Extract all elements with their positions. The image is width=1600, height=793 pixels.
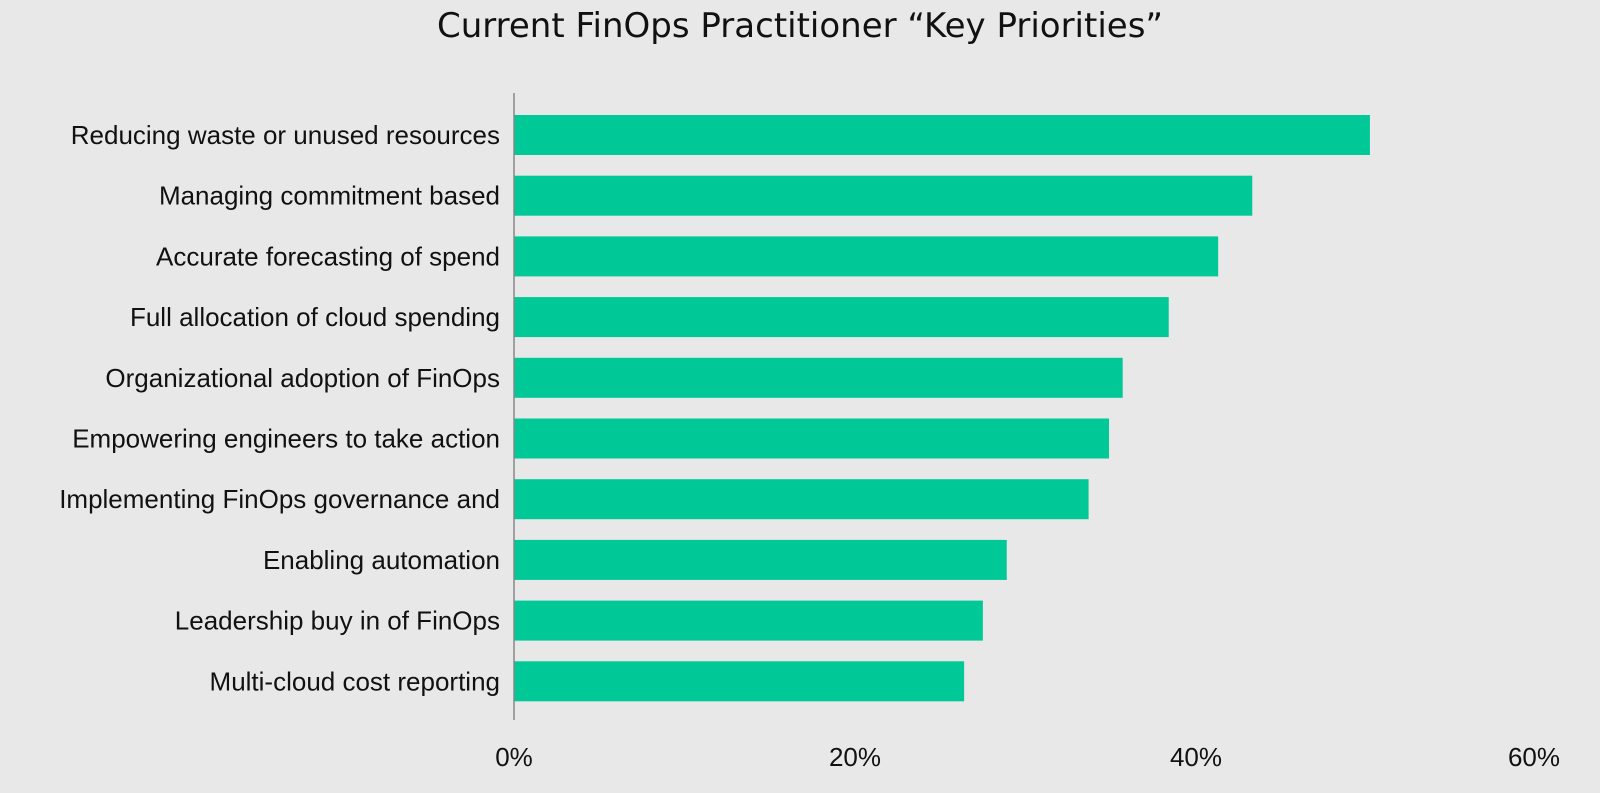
- chart-title: Current FinOps Practitioner “Key Priorit…: [436, 6, 1164, 46]
- category-label-6: Empowering engineers to take action: [72, 424, 500, 454]
- bars-layer: [514, 115, 1370, 702]
- bar-3: [514, 236, 1219, 277]
- category-label-5: Organizational adoption of FinOps: [105, 363, 500, 393]
- x-tick-label-2: 20%: [829, 742, 881, 772]
- category-label-7: Implementing FinOps governance and: [59, 484, 500, 514]
- bar-9: [514, 600, 983, 641]
- category-label-10: Multi-cloud cost reporting: [210, 666, 500, 696]
- category-label-4: Full allocation of cloud spending: [130, 302, 500, 332]
- category-label-8: Enabling automation: [263, 545, 500, 575]
- category-labels: Reducing waste or unused resources Managi…: [59, 120, 500, 696]
- bar-6: [514, 418, 1110, 459]
- category-label-3: Accurate forecasting of spend: [156, 241, 500, 271]
- x-tick-label-1: 0%: [495, 742, 533, 772]
- bar-7: [514, 479, 1089, 520]
- x-axis-ticks: 0% 20% 40% 60%: [495, 742, 1560, 772]
- bar-5: [514, 357, 1123, 398]
- bar-2: [514, 175, 1253, 216]
- bar-10: [514, 661, 965, 702]
- category-label-9: Leadership buy in of FinOps: [175, 606, 500, 636]
- x-tick-label-4: 60%: [1508, 742, 1560, 772]
- category-label-2: Managing commitment based: [159, 181, 500, 211]
- category-label-1: Reducing waste or unused resources: [71, 120, 500, 150]
- bar-1: [514, 115, 1370, 155]
- bar-8: [514, 539, 1007, 580]
- bar-4: [514, 297, 1169, 338]
- x-tick-label-3: 40%: [1170, 742, 1222, 772]
